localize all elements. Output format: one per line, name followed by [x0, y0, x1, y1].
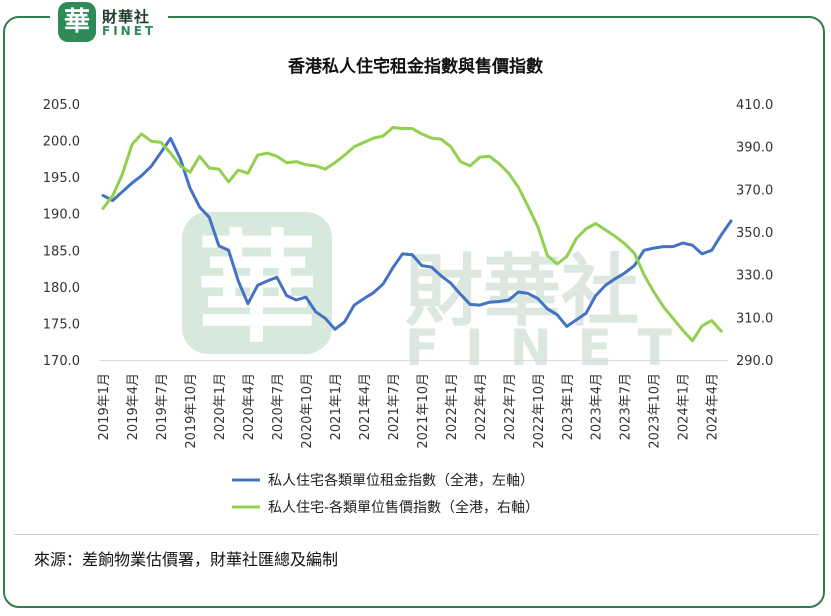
x-axis-tick-label: 2019年4月 [126, 373, 141, 440]
x-axis-tick-label: 2022年1月 [445, 373, 460, 440]
logo-badge: 華 [58, 2, 96, 42]
right-axis-tick-label: 390.0 [736, 141, 773, 156]
left-axis-tick-label: 185.0 [43, 244, 80, 259]
left-axis-tick-label: 200.0 [43, 135, 80, 150]
x-axis-tick-label: 2021年10月 [416, 373, 431, 449]
chart-title: 香港私人住宅租金指數與售價指數 [288, 57, 543, 77]
watermark: 華 財華社 FINET [182, 212, 698, 377]
right-axis-tick-label: 370.0 [736, 183, 773, 198]
rent-index-line [101, 136, 733, 331]
left-axis-tick-label: 170.0 [43, 354, 80, 369]
chart-frame [3, 16, 825, 608]
x-axis-tick-label: 2023年10月 [648, 373, 663, 449]
left-axis-tick-label: 195.0 [43, 171, 80, 186]
legend-label: 私人住宅-各類單位售價指數（全港，右軸） [268, 499, 539, 516]
right-axis-tick-label: 330.0 [736, 269, 773, 284]
x-axis-tick-label: 2019年10月 [184, 373, 199, 449]
right-axis-tick-label: 310.0 [736, 311, 773, 326]
sales-index-line [101, 126, 723, 343]
finet-logo: 華 財華社 FINET [50, 0, 168, 44]
x-axis-tick-label: 2023年4月 [590, 373, 605, 440]
x-axis-tick-label: 2020年1月 [213, 373, 228, 440]
divider [14, 534, 819, 535]
x-axis-tick-label: 2022年4月 [474, 373, 489, 440]
x-axis-tick-label: 2023年1月 [561, 373, 576, 440]
left-axis-tick-label: 175.0 [43, 317, 80, 332]
left-axis-tick-label: 205.0 [43, 98, 80, 113]
x-axis-tick-label: 2020年7月 [271, 373, 286, 440]
x-axis-tick-label: 2023年7月 [619, 373, 634, 440]
legend-label: 私人住宅各類單位租金指數（全港，左軸） [268, 472, 534, 489]
watermark-english-name: FINET [405, 319, 698, 377]
x-axis-tick-label: 2020年4月 [242, 373, 257, 440]
x-axis-tick-label: 2022年10月 [532, 373, 547, 449]
x-axis-tick-label: 2024年1月 [677, 373, 692, 440]
source-note: 來源：差餉物業估價署，財華社匯總及編制 [34, 550, 339, 569]
x-axis-tick-label: 2024年4月 [706, 373, 721, 440]
logo-english-name: FINET [102, 24, 157, 38]
x-axis-tick-label: 2019年1月 [97, 373, 112, 440]
left-axis-tick-label: 190.0 [43, 208, 80, 223]
x-axis-tick-label: 2022年7月 [503, 373, 518, 440]
x-axis-tick-label: 2019年7月 [155, 373, 170, 440]
logo-chinese-name: 財華社 [102, 8, 151, 26]
left-axis-tick-label: 180.0 [43, 281, 80, 296]
x-axis-tick-label: 2021年4月 [358, 373, 373, 440]
x-axis-tick-label: 2020年10月 [300, 373, 315, 449]
right-axis-tick-label: 410.0 [736, 98, 773, 113]
right-axis-tick-label: 350.0 [736, 226, 773, 241]
right-axis-tick-label: 290.0 [736, 354, 773, 369]
x-axis-tick-label: 2021年1月 [329, 373, 344, 440]
x-axis-tick-label: 2021年7月 [387, 373, 402, 440]
